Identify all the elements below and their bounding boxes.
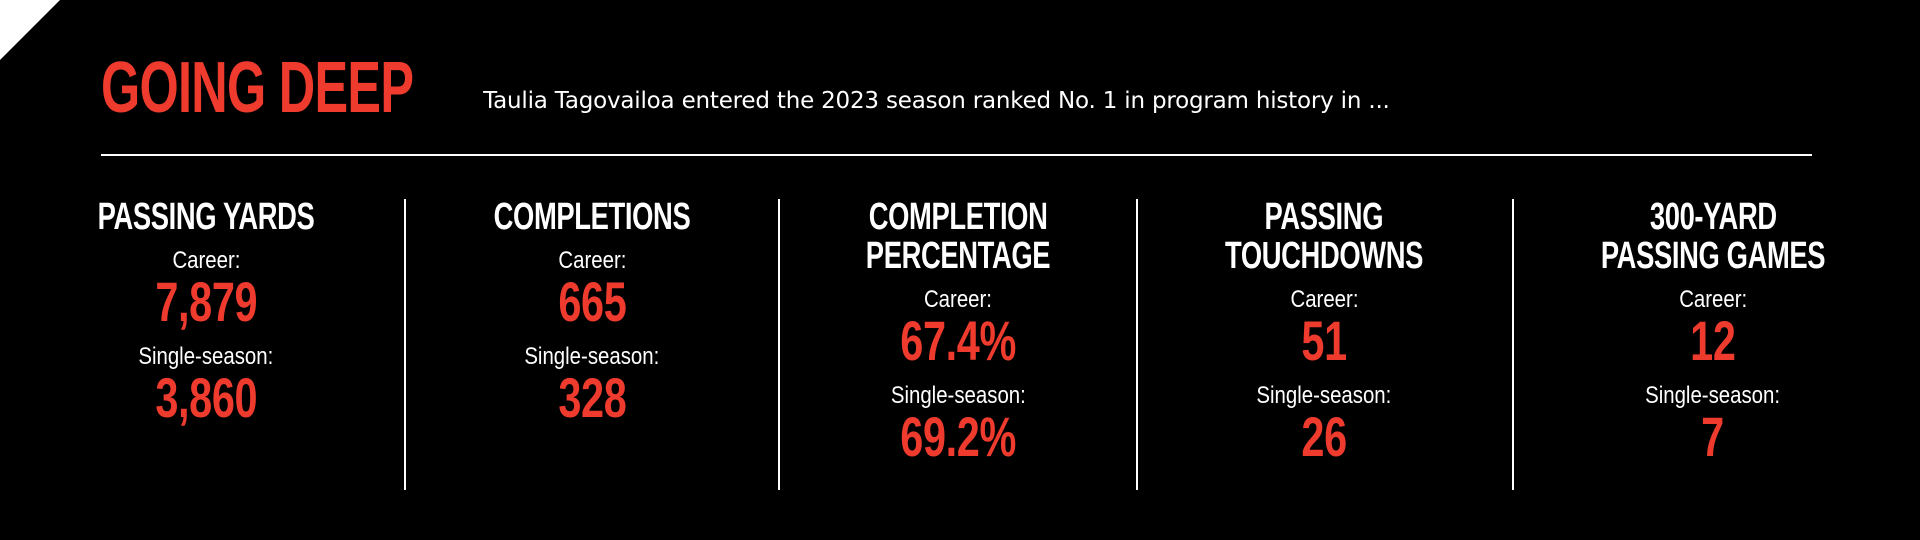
stat-category: COMPLETIONS [493,196,691,238]
career-value: 7,879 [155,270,257,333]
stat-column-passing-yards: PASSING YARDS Career: 7,879 Single-seaso… [55,196,356,429]
page-title: GOING DEEP [101,48,414,128]
season-value: 7 [1701,405,1725,468]
career-label: Career: [171,247,241,274]
career-label: Career: [923,286,993,313]
column-divider [778,199,780,490]
season-value: 26 [1301,405,1347,468]
column-divider [1512,199,1514,490]
career-value: 665 [557,270,627,333]
stat-category: PERCENTAGE [865,235,1051,277]
stat-column-completion-percentage: COMPLETION PERCENTAGE Career: 67.4% Sing… [830,196,1086,468]
corner-accent [0,0,60,60]
stat-category: PASSING YARDS [97,196,315,238]
season-label: Single-season: [1645,382,1781,409]
stat-category: TOUCHDOWNS [1224,235,1424,277]
column-divider [404,199,406,490]
season-label: Single-season: [138,343,274,370]
stat-column-completions: COMPLETIONS Career: 665 Single-season: 3… [455,196,728,429]
season-value: 328 [557,366,627,429]
stat-category: COMPLETION [868,196,1048,238]
stat-category: 300-YARD [1649,196,1777,238]
header: GOING DEEP Taulia Tagovailoa entered the… [101,52,1390,124]
column-divider [1136,199,1138,490]
season-label: Single-season: [524,343,660,370]
career-label: Career: [557,247,627,274]
page-subtitle: Taulia Tagovailoa entered the 2023 seaso… [483,88,1390,114]
season-label: Single-season: [890,382,1026,409]
career-value: 51 [1301,309,1347,372]
season-value: 3,860 [155,366,257,429]
stat-category: PASSING GAMES [1600,235,1826,277]
season-value: 69.2% [900,405,1016,468]
career-value: 12 [1690,309,1736,372]
stat-column-300-yard-games: 300-YARD PASSING GAMES Career: 12 Single… [1557,196,1869,468]
career-label: Career: [1678,286,1748,313]
career-label: Career: [1289,286,1359,313]
stat-column-passing-touchdowns: PASSING TOUCHDOWNS Career: 51 Single-sea… [1186,196,1461,468]
career-value: 67.4% [900,309,1016,372]
header-rule [101,154,1812,156]
stat-category: PASSING [1264,196,1384,238]
season-label: Single-season: [1256,382,1392,409]
